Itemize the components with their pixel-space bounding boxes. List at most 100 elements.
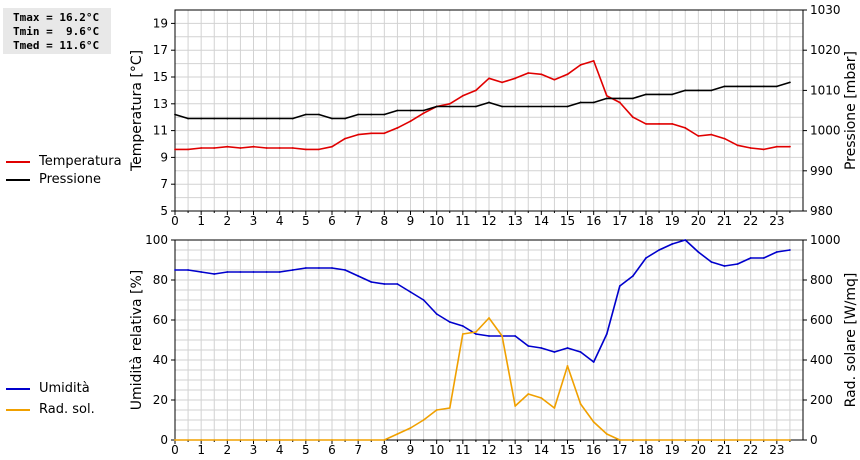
hum-chart-point-rad-sol <box>789 439 791 441</box>
hum-chart-point-rad-sol <box>278 439 281 441</box>
hum-chart-ytick-right-label: 600 <box>810 313 833 327</box>
temp-chart-ytick-right-label: 1010 <box>810 83 841 97</box>
temp-chart-point-pressione <box>789 81 791 84</box>
temp-chart-xtick-label: 19 <box>665 214 680 228</box>
hum-chart-xtick-label: 14 <box>534 443 549 457</box>
temp-chart-point-pressione <box>304 113 307 116</box>
temp-chart-point-temperatura <box>396 127 399 129</box>
temp-chart-point-pressione <box>645 93 647 96</box>
hum-chart: 0 1 2 3 4 5 6 7 8 9 10 11 12 13 14 15 16 17 18 19 20 21 22 2302… <box>129 233 859 457</box>
hum-chart-point-umidit <box>553 351 556 353</box>
legend-swatch-umidita <box>6 388 30 390</box>
hum-chart-point-umidit <box>383 283 386 285</box>
temp-chart-point-temperatura <box>252 145 255 148</box>
hum-chart-point-umidit <box>370 281 373 283</box>
temp-chart-xtick-label: 7 <box>354 214 362 228</box>
hum-chart-ytick-left-label: 40 <box>153 353 168 367</box>
temp-chart-ytick-right-label: 980 <box>810 204 833 218</box>
temp-chart-point-pressione <box>671 93 674 96</box>
hum-chart-point-rad-sol <box>723 439 726 441</box>
temp-chart-point-pressione <box>461 105 464 108</box>
temp-chart-ylabel-left: Temperatura [°C] <box>129 50 145 172</box>
hum-chart-point-umidit <box>762 257 765 259</box>
hum-chart-xtick-label: 11 <box>455 443 470 457</box>
temp-chart-point-temperatura <box>592 60 595 62</box>
temp-chart-point-pressione <box>213 117 216 120</box>
temp-chart-point-temperatura <box>278 147 281 149</box>
hum-chart-point-rad-sol <box>331 439 333 441</box>
hum-chart-xtick-label: 5 <box>302 443 310 457</box>
hum-chart-point-umidit <box>318 267 320 269</box>
temp-chart-point-pressione <box>370 113 373 116</box>
temp-chart-ylabel-right: Pressione [mbar] <box>843 51 859 170</box>
hum-chart-point-umidit <box>461 325 464 327</box>
temp-chart-xtick-label: 0 <box>171 214 179 228</box>
hum-chart-point-umidit <box>291 269 294 271</box>
hum-chart-point-umidit <box>304 267 307 269</box>
hum-chart-ytick-left-label: 0 <box>160 433 168 447</box>
stats-box: Tmax = 16.2°C Tmin = 9.6°C Tmed = 11.6°C <box>3 8 111 54</box>
temp-chart-xtick-label: 10 <box>429 214 444 228</box>
hum-chart-ytick-right-label: 0 <box>810 433 818 447</box>
tmed-text: Tmed = 11.6°C <box>13 39 100 52</box>
temp-chart-point-pressione <box>357 113 360 116</box>
temp-chart-point-pressione <box>762 85 765 88</box>
legend-label-rad-sol: Rad. sol. <box>39 402 95 417</box>
temp-chart-point-temperatura <box>775 145 778 148</box>
hum-chart-point-rad-sol <box>579 403 582 405</box>
temp-chart-point-pressione <box>736 85 739 88</box>
temp-chart-point-temperatura <box>684 127 687 129</box>
temp-chart-ytick-left-label: 17 <box>153 43 168 57</box>
temp-chart-point-temperatura <box>658 123 660 125</box>
temp-chart-series-temperatura <box>175 60 790 151</box>
temp-chart-point-temperatura <box>736 144 739 147</box>
hum-chart-point-umidit <box>226 271 229 273</box>
hum-chart-ytick-left-label: 20 <box>153 393 168 407</box>
hum-chart-point-rad-sol <box>357 439 360 441</box>
temp-chart-xtick-label: 1 <box>197 214 205 228</box>
hum-chart-point-rad-sol <box>409 427 412 429</box>
temp-chart-point-temperatura <box>383 132 386 135</box>
temp-chart-point-pressione <box>501 105 503 108</box>
hum-chart-point-rad-sol <box>527 393 530 395</box>
temp-chart-point-temperatura <box>618 101 621 104</box>
temp-chart-xtick-label: 15 <box>560 214 575 228</box>
temp-chart-point-temperatura <box>527 72 530 74</box>
temp-chart-ytick-left-label: 11 <box>153 124 168 138</box>
temp-chart-point-temperatura <box>566 73 569 76</box>
temp-chart-xtick-label: 23 <box>769 214 784 228</box>
temp-chart-point-temperatura <box>357 133 360 136</box>
hum-chart-point-umidit <box>344 269 346 271</box>
temp-chart-point-pressione <box>278 117 281 120</box>
hum-chart-xtick-label: 3 <box>250 443 258 457</box>
temp-chart-point-temperatura <box>213 147 216 149</box>
hum-chart-point-umidit <box>527 345 530 347</box>
hum-chart-xtick-label: 20 <box>691 443 706 457</box>
hum-chart-point-rad-sol <box>304 439 307 441</box>
hum-chart-ylabel-left: Umidità relativa [%] <box>129 270 145 411</box>
temp-chart-point-temperatura <box>187 148 189 151</box>
temp-chart-xtick-label: 20 <box>691 214 706 228</box>
hum-chart-point-rad-sol <box>501 335 503 337</box>
temp-chart-point-pressione <box>239 117 242 120</box>
hum-chart-point-umidit <box>736 263 739 265</box>
temp-chart-xtick-label: 18 <box>638 214 653 228</box>
temp-chart-point-temperatura <box>671 123 674 125</box>
hum-chart-ytick-right-label: 400 <box>810 353 833 367</box>
temp-chart-xtick-label: 6 <box>328 214 336 228</box>
hum-chart-xtick-label: 15 <box>560 443 575 457</box>
hum-chart-point-umidit <box>658 249 660 251</box>
temp-chart-point-pressione <box>475 105 477 108</box>
temp-chart-point-pressione <box>514 105 517 108</box>
temp-chart-point-pressione <box>632 97 634 100</box>
temp-chart-point-temperatura <box>448 102 451 105</box>
temp-chart-point-pressione <box>318 113 320 116</box>
hum-chart-point-umidit <box>448 321 451 323</box>
hum-chart-xtick-label: 22 <box>743 443 758 457</box>
temp-chart-point-pressione <box>605 97 608 100</box>
temp-chart-point-temperatura <box>331 145 333 148</box>
temp-chart-ytick-left-label: 15 <box>153 70 168 84</box>
hum-chart-xtick-label: 13 <box>508 443 523 457</box>
hum-chart-point-umidit <box>252 271 255 273</box>
legend-swatch-temperatura <box>6 161 30 163</box>
